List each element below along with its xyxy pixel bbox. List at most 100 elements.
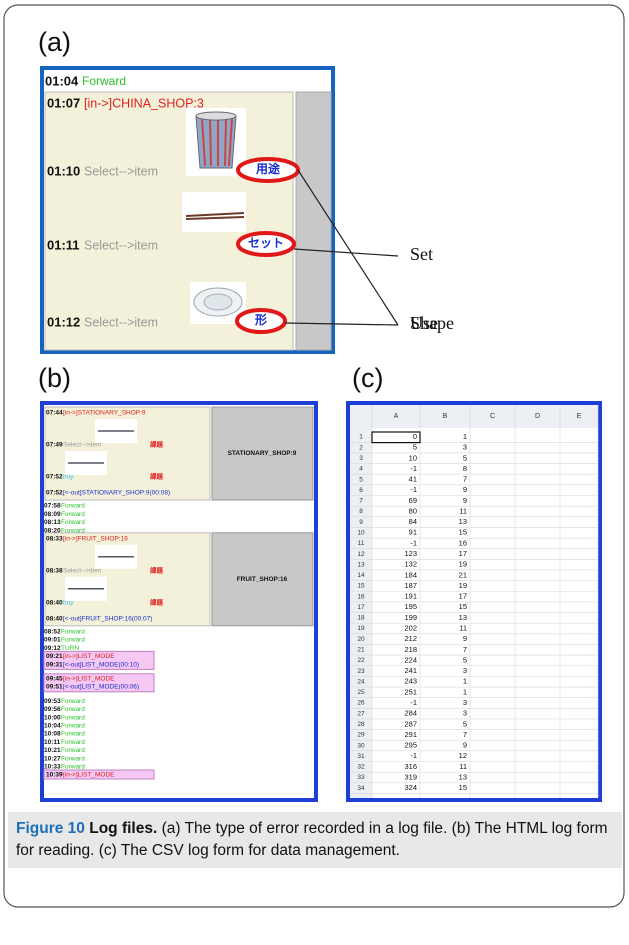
log-time: 01:07 <box>47 95 80 110</box>
row-number: 12 <box>357 551 365 558</box>
log-time: 07:52 <box>46 474 63 481</box>
log-time: 10:39 <box>46 772 63 779</box>
row-number: 32 <box>357 764 365 771</box>
log-text: Forward <box>61 764 85 771</box>
panel-label: (a) <box>38 27 71 57</box>
error-tag: 課題 <box>150 566 164 575</box>
log-text: Forward <box>61 731 85 738</box>
row-number: 15 <box>357 583 365 590</box>
log-text: [in->]LIST_MODE <box>63 676 115 683</box>
row-number: 28 <box>357 721 365 728</box>
cell-value: 218 <box>404 645 417 654</box>
row-number: 20 <box>357 636 365 643</box>
log-text: [in->]STATIONARY_SHOP:9 <box>63 410 146 417</box>
cell-value: 316 <box>404 762 417 771</box>
log-time: 07:49 <box>46 442 63 449</box>
cell-value: 7 <box>463 730 467 739</box>
cell-value: 7 <box>463 645 467 654</box>
row-number: 30 <box>357 742 365 749</box>
log-text: [<-out]FRUIT_SHOP:16(00:07) <box>63 616 152 623</box>
cell-value: 123 <box>404 549 417 558</box>
log-text: Forward <box>61 714 85 721</box>
log-text: Forward <box>82 74 126 88</box>
sheet-row-header <box>350 405 372 798</box>
panel-label: (c) <box>352 363 383 393</box>
page: (a)(b)(c)01:04Forward01:07[in->]CHINA_SH… <box>0 0 629 945</box>
log-time: 08:52 <box>44 629 61 636</box>
log-text: buy <box>63 474 74 481</box>
row-number: 13 <box>357 561 365 568</box>
cell-value: 5 <box>413 443 417 452</box>
log-time: 09:31 <box>46 661 63 668</box>
sheet-header <box>350 405 598 428</box>
row-number: 29 <box>357 732 365 739</box>
cell-value: 3 <box>463 443 467 452</box>
log-time: 09:56 <box>44 706 61 713</box>
cell-value: 17 <box>459 549 467 558</box>
log-time: 10:04 <box>44 723 61 730</box>
cell-value: 3 <box>463 709 467 718</box>
cell-value: 1 <box>463 687 467 696</box>
cell-value: 3 <box>463 666 467 675</box>
cell-value: 5 <box>463 655 467 664</box>
row-number: 25 <box>357 689 365 696</box>
cell-value: 187 <box>404 581 417 590</box>
error-tag: 課題 <box>150 472 164 481</box>
log-text: Select-->item <box>63 442 101 449</box>
cell-value: -1 <box>410 698 417 707</box>
cell-value: -1 <box>410 485 417 494</box>
log-time: 10:08 <box>44 731 61 738</box>
row-number: 3 <box>359 455 363 462</box>
shop-name: STATIONARY_SHOP:9 <box>228 450 297 457</box>
cell-value: 9 <box>463 485 467 494</box>
log-text: [<-out]STATIONARY_SHOP:9(00:08) <box>63 490 170 497</box>
row-number: 1 <box>359 434 363 441</box>
cell-value: 19 <box>459 581 467 590</box>
cell-value: 243 <box>404 677 417 686</box>
cell-value: 191 <box>404 592 417 601</box>
log-time: 09:53 <box>44 698 61 705</box>
log-time: 08:13 <box>44 519 61 526</box>
cell-value: 319 <box>404 772 417 781</box>
cell-value: 241 <box>404 666 417 675</box>
row-number: 10 <box>357 529 365 536</box>
log-text: [in->]LIST_MODE <box>63 653 115 660</box>
cell-value: 5 <box>463 719 467 728</box>
panel-label: (b) <box>38 363 71 393</box>
cell-value: 199 <box>404 613 417 622</box>
cell-value: 1 <box>463 677 467 686</box>
row-number: 31 <box>357 753 365 760</box>
cell-value: 16 <box>459 538 467 547</box>
log-text: [in->]LIST_MODE <box>63 772 115 779</box>
cell-value: 69 <box>409 496 417 505</box>
cell-value: 212 <box>404 634 417 643</box>
cell-value: 324 <box>404 783 417 792</box>
log-time: 10:00 <box>44 714 61 721</box>
cell-value: 291 <box>404 730 417 739</box>
log-time: 07:58 <box>44 503 61 510</box>
log-text: Forward <box>61 706 85 713</box>
log-text: Select-->item <box>84 164 158 178</box>
log-text: [in->]CHINA_SHOP:3 <box>84 96 204 110</box>
error-tag: 課題 <box>150 440 164 449</box>
row-number: 21 <box>357 647 365 654</box>
cell-value: 15 <box>459 783 467 792</box>
column-header: E <box>577 413 582 420</box>
row-number: 6 <box>359 487 363 494</box>
error-tag: 課題 <box>150 598 164 607</box>
log-time: 08:40 <box>46 600 63 607</box>
row-number: 19 <box>357 625 365 632</box>
cell-value: 11 <box>459 624 467 633</box>
log-text: TURN <box>61 645 79 652</box>
log-time: 10:21 <box>44 747 61 754</box>
log-text: [in->]FRUIT_SHOP:16 <box>63 536 128 543</box>
figure: (a)(b)(c)01:04Forward01:07[in->]CHINA_SH… <box>0 0 629 945</box>
row-number: 14 <box>357 572 365 579</box>
log-time: 08:09 <box>44 511 61 518</box>
cell-value: 5 <box>463 453 467 462</box>
error-tag: 形 <box>255 313 267 327</box>
error-tag: 用途 <box>255 161 281 176</box>
log-time: 08:40 <box>46 616 63 623</box>
shop-column <box>296 92 331 350</box>
row-number: 18 <box>357 615 365 622</box>
